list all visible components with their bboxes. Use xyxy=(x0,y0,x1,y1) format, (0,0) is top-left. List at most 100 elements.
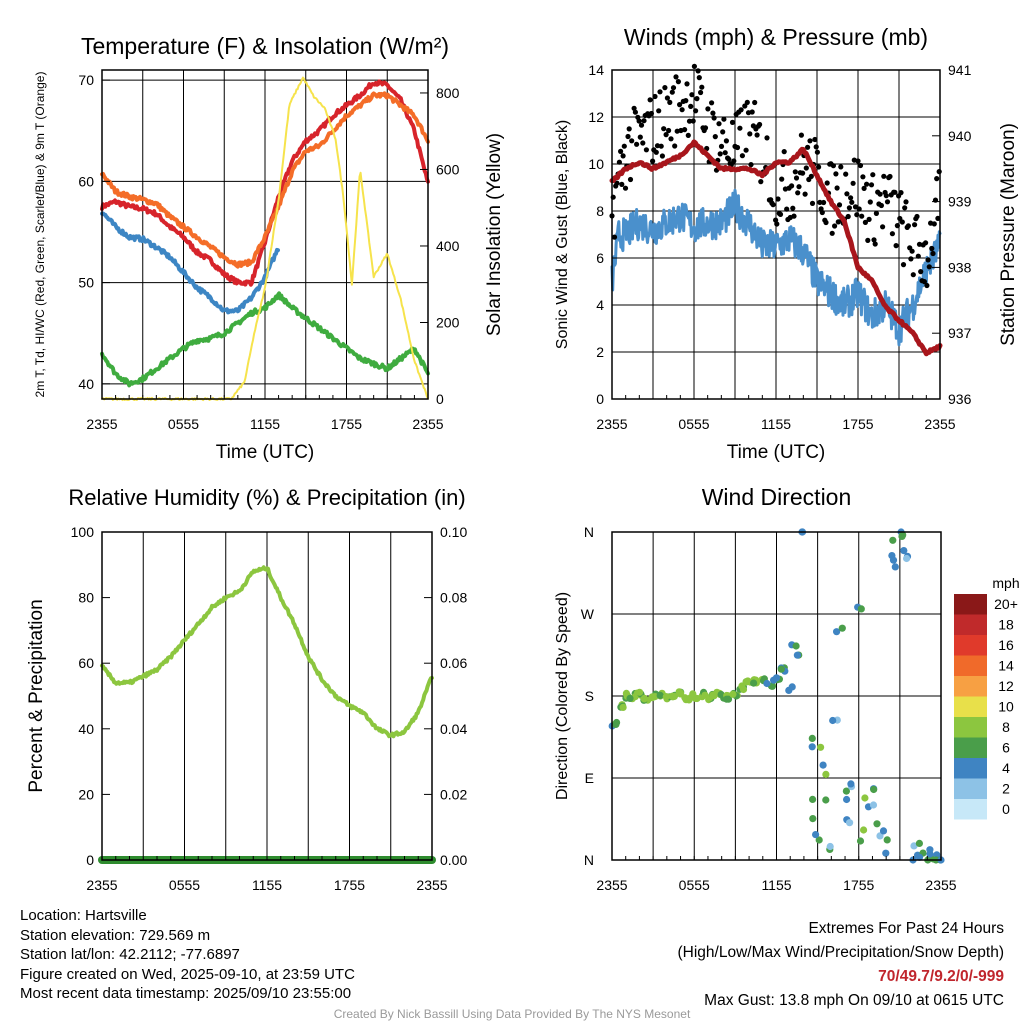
x-tick-label: 1755 xyxy=(334,877,365,893)
gust-point xyxy=(619,181,625,187)
panel-2: 2355 0555 1155 1755 2355 0 2 4 6 8 10 12 14 936 937 938… xyxy=(554,24,1019,463)
gust-point xyxy=(915,253,921,259)
gust-point xyxy=(658,143,664,149)
direction-point xyxy=(742,678,750,686)
x-tick-label: 2355 xyxy=(416,877,447,893)
gust-point xyxy=(690,118,696,124)
x-tick-label: 2355 xyxy=(86,416,117,432)
gust-point xyxy=(739,153,746,159)
direction-point xyxy=(846,819,854,827)
direction-point xyxy=(882,849,890,857)
gust-point xyxy=(675,79,682,85)
gust-point xyxy=(809,200,816,206)
gust-point xyxy=(689,92,695,98)
direction-point xyxy=(826,842,834,851)
legend-title: mph xyxy=(992,575,1019,591)
gust-point xyxy=(693,108,699,114)
y-tick-label: E xyxy=(585,770,594,786)
legend-label: 14 xyxy=(998,658,1014,674)
gust-point xyxy=(752,99,758,106)
gust-point xyxy=(634,141,640,147)
direction-point xyxy=(856,837,865,845)
direction-point xyxy=(675,688,683,696)
gust-point xyxy=(758,179,764,185)
gust-point xyxy=(848,195,854,201)
station-info: Location: Hartsville Station elevation: … xyxy=(20,906,355,1004)
x-tick-label: 1755 xyxy=(331,416,362,432)
direction-point xyxy=(889,556,898,564)
gust-point xyxy=(749,109,755,115)
gust-point xyxy=(679,107,685,113)
gust-point xyxy=(833,171,839,177)
direction-point xyxy=(640,694,649,703)
gust-point xyxy=(695,68,701,74)
x-axis-label: Time (UTC) xyxy=(216,442,315,463)
y-tick-label: 6 xyxy=(596,250,604,266)
gust-point xyxy=(726,156,732,162)
gust-point xyxy=(877,191,883,197)
legend-swatch xyxy=(954,635,987,656)
direction-point xyxy=(750,679,758,687)
y-tick-label: 14 xyxy=(588,62,604,78)
gust-point xyxy=(935,215,941,221)
gust-point xyxy=(865,237,871,243)
gust-point xyxy=(668,136,674,142)
gust-point xyxy=(856,206,862,212)
gust-point xyxy=(710,110,716,116)
y-tick-label: 70 xyxy=(78,72,94,88)
direction-point xyxy=(622,689,631,698)
gust-point xyxy=(721,116,727,122)
gust-point xyxy=(784,206,790,212)
legend-swatch xyxy=(954,737,987,758)
gust-point xyxy=(854,212,860,218)
gust-point xyxy=(737,125,743,131)
y-axis-label: Direction (Colored By Speed) xyxy=(554,592,571,800)
gust-point xyxy=(731,158,737,164)
direction-point xyxy=(903,554,911,563)
gust-point xyxy=(647,97,653,103)
direction-point xyxy=(833,628,841,636)
gust-point xyxy=(641,118,647,124)
speed-legend: mph 20+ 18 16 14 12 10 8 6 4 2 0 xyxy=(954,575,1020,820)
gust-point xyxy=(821,199,827,206)
gust-point xyxy=(670,85,677,91)
x-tick-label: 1155 xyxy=(250,416,280,432)
gust-point xyxy=(643,147,650,153)
y-tick-label: 2 xyxy=(596,344,604,360)
y-tick-label: 0 xyxy=(596,391,604,407)
gust-point xyxy=(909,248,915,254)
direction-point xyxy=(792,642,800,650)
gust-point xyxy=(640,140,646,146)
gust-point xyxy=(884,199,891,205)
gust-point xyxy=(899,219,905,225)
gust-point xyxy=(829,230,835,236)
gust-point xyxy=(686,118,693,124)
y2-tick-label: 0.10 xyxy=(440,524,467,540)
direction-point xyxy=(876,832,884,840)
gust-point xyxy=(930,250,936,257)
y-axis-label: 2m T, Td, HI/WC (Red, Green, Scarlet/Blu… xyxy=(33,72,47,398)
gust-point xyxy=(757,121,763,128)
gust-point xyxy=(791,213,797,219)
gust-point xyxy=(743,147,749,153)
gust-point xyxy=(910,272,916,278)
gust-point xyxy=(622,185,629,191)
legend-label: 2 xyxy=(1002,781,1010,797)
x-tick-label: 2355 xyxy=(596,416,627,432)
y2-tick-label: 0.08 xyxy=(440,590,467,606)
legend-swatch xyxy=(954,614,987,635)
y2-tick-label: 936 xyxy=(948,391,972,407)
gust-point xyxy=(754,132,760,138)
legend-swatch xyxy=(954,594,987,615)
direction-point xyxy=(819,761,827,769)
direction-point xyxy=(619,703,627,712)
gust-point xyxy=(800,170,806,176)
y-tick-label: W xyxy=(581,606,595,622)
gust-point xyxy=(870,172,876,178)
direction-point xyxy=(829,716,837,725)
legend-swatch xyxy=(954,778,987,799)
gust-point xyxy=(808,173,814,179)
gust-point xyxy=(931,221,937,227)
y-tick-label: 60 xyxy=(78,173,94,189)
